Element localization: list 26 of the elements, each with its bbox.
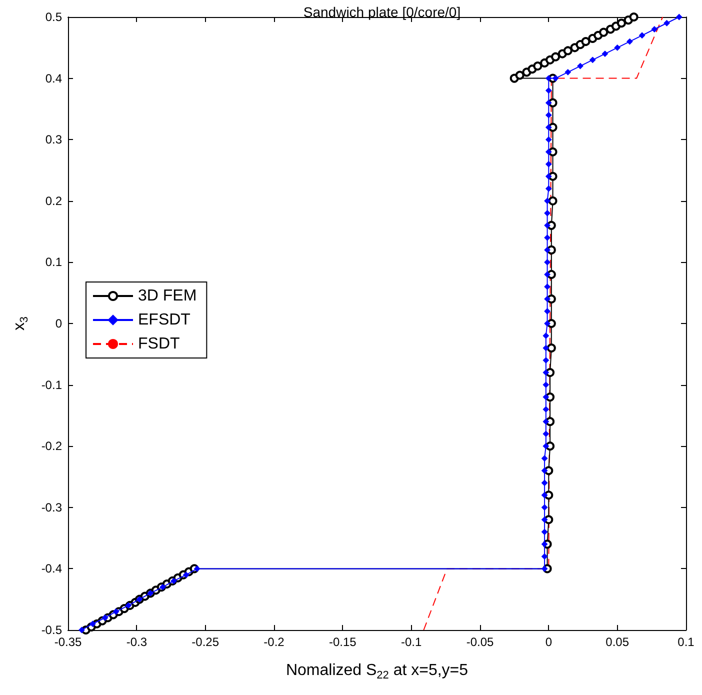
legend-label: FSDT — [138, 336, 180, 352]
y-tick-label: -0.1 — [41, 378, 62, 392]
y-tick-label: 0.4 — [45, 71, 62, 86]
x-tick-label: 0 — [545, 635, 552, 649]
x-tick-label: -0.2 — [264, 635, 285, 649]
x-tick-label: -0.35 — [54, 635, 82, 649]
x-tick-label: 0.05 — [606, 635, 630, 649]
y-tick-label: 0.1 — [45, 255, 62, 270]
x-tick-label: -0.05 — [466, 635, 494, 649]
x-tick-label: -0.3 — [126, 635, 148, 649]
y-tick-label: 0.5 — [45, 10, 62, 24]
y-tick-label: -0.4 — [41, 562, 62, 576]
y-tick-label: 0 — [55, 316, 62, 330]
chart-title: Sandwich plate [0/core/0] — [303, 4, 461, 20]
x-tick-label: -0.1 — [400, 635, 422, 649]
x-tick-label: -0.25 — [192, 635, 220, 649]
y-tick-label: -0.3 — [41, 500, 62, 514]
legend-label: EFSDT — [138, 312, 191, 328]
y-tick-label: 0.2 — [45, 194, 62, 208]
y-tick-label: 0.3 — [45, 132, 62, 147]
y-tick-label: -0.2 — [41, 439, 62, 454]
y-axis-title: x3 — [11, 316, 30, 331]
legend-label: 3D FEM — [138, 288, 197, 304]
y-tick-label: -0.5 — [41, 623, 62, 637]
x-tick-label: -0.15 — [328, 635, 357, 649]
x-tick-label: 0.1 — [678, 635, 695, 649]
